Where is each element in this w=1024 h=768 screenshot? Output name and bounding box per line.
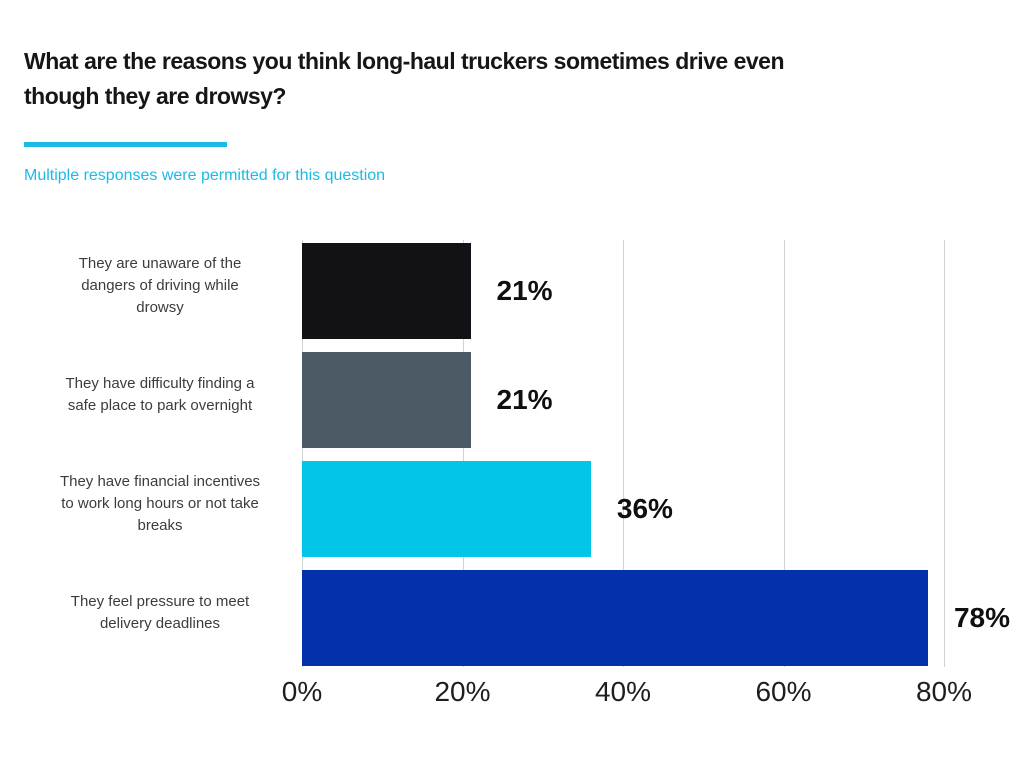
- x-axis: 0% 20% 40% 60% 80%: [282, 676, 972, 712]
- bar: [302, 352, 471, 448]
- bar-value-label: 21%: [496, 384, 553, 415]
- bar: [302, 243, 471, 339]
- chart-row: They have difficulty finding a safe plac…: [0, 352, 1024, 448]
- gridline: [302, 240, 303, 667]
- bar-value-label: 78%: [953, 602, 1010, 633]
- x-axis-tick-label: 60%: [755, 676, 812, 707]
- bar-track: 78%: [302, 570, 1010, 666]
- x-axis-tick-label: 40%: [594, 676, 652, 707]
- bar-chart: They are unaware of the dangers of drivi…: [0, 240, 1024, 707]
- bar: [302, 461, 591, 557]
- bar-track: 21%: [302, 243, 944, 339]
- gridline: [623, 240, 624, 667]
- chart-row: They feel pressure to meet delivery dead…: [0, 570, 1024, 666]
- category-label: They are unaware of the dangers of drivi…: [78, 255, 242, 316]
- bar-value-label: 21%: [496, 275, 553, 306]
- bar-value-label: 36%: [616, 493, 673, 524]
- x-axis-tick-label: 80%: [915, 676, 973, 707]
- accent-divider: [24, 142, 227, 147]
- chart-subtitle: Multiple responses were permitted for th…: [24, 167, 386, 184]
- gridlines: [302, 240, 945, 667]
- chart-row: They are unaware of the dangers of drivi…: [0, 243, 1024, 339]
- bar-track: 36%: [302, 461, 944, 557]
- category-label: They have difficulty finding a safe plac…: [65, 375, 255, 414]
- category-label: They have financial incentives to work l…: [59, 473, 261, 534]
- chart-title: What are the reasons you think long-haul…: [24, 48, 785, 109]
- gridline: [944, 240, 945, 667]
- category-label: They feel pressure to meet delivery dead…: [70, 593, 250, 632]
- x-axis-tick-label: 20%: [434, 676, 491, 707]
- gridline: [462, 240, 464, 667]
- bar-track: 21%: [302, 352, 944, 448]
- bar: [302, 570, 928, 666]
- x-axis-tick-label: 0%: [281, 676, 323, 707]
- gridline: [783, 240, 785, 667]
- chart-row: They have financial incentives to work l…: [0, 461, 1024, 557]
- chart-rows: They are unaware of the dangers of drivi…: [0, 243, 1024, 667]
